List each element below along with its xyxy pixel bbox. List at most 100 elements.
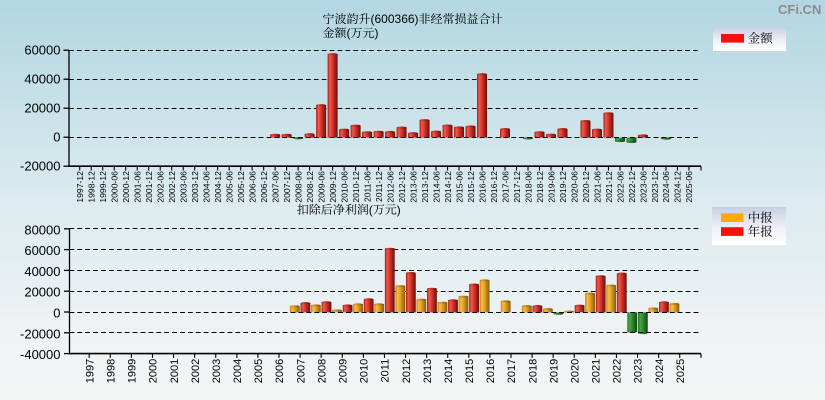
svg-text:2002-06: 2002-06	[156, 171, 166, 203]
svg-text:2005: 2005	[253, 359, 265, 383]
svg-text:2002: 2002	[190, 359, 202, 383]
svg-text:2005-06: 2005-06	[224, 171, 234, 203]
svg-text:2020: 2020	[569, 359, 581, 383]
svg-text:20000: 20000	[24, 101, 60, 116]
svg-text:2019-12: 2019-12	[558, 171, 568, 203]
svg-text:2010: 2010	[359, 359, 371, 383]
svg-text:2008-12: 2008-12	[305, 171, 315, 203]
svg-text:(: (	[369, 203, 373, 217]
svg-text:2007-06: 2007-06	[270, 171, 280, 203]
svg-text:2024: 2024	[654, 359, 666, 383]
svg-text:2007-12: 2007-12	[282, 171, 292, 203]
svg-text:2002-12: 2002-12	[167, 171, 177, 203]
svg-text:2000-12: 2000-12	[121, 171, 131, 203]
svg-text:2023: 2023	[633, 359, 645, 383]
svg-text:(600366): (600366)	[371, 12, 419, 26]
svg-text:2020-06: 2020-06	[569, 171, 579, 203]
svg-text:2010-06: 2010-06	[339, 171, 349, 203]
svg-text:2015-12: 2015-12	[466, 171, 476, 203]
svg-text:2011-12: 2011-12	[374, 171, 384, 202]
svg-text:2006-06: 2006-06	[247, 171, 257, 203]
svg-text:2006-12: 2006-12	[259, 171, 269, 203]
svg-text:2016: 2016	[485, 359, 497, 383]
svg-text:1997-12: 1997-12	[75, 171, 85, 203]
svg-text:40000: 40000	[24, 72, 60, 87]
svg-text:1997: 1997	[84, 359, 96, 383]
svg-text:2018-12: 2018-12	[535, 171, 545, 203]
svg-text:-20000: -20000	[20, 159, 60, 174]
svg-text:-40000: -40000	[20, 347, 60, 362]
svg-text:2014-12: 2014-12	[443, 171, 453, 203]
svg-text:60000: 60000	[24, 43, 60, 58]
svg-text:2013: 2013	[422, 359, 434, 383]
svg-text:2011-06: 2011-06	[362, 171, 372, 202]
svg-text:2008: 2008	[316, 359, 328, 383]
svg-text:2022-06: 2022-06	[615, 171, 625, 203]
svg-text:2015-06: 2015-06	[454, 171, 464, 203]
svg-text:2009-12: 2009-12	[328, 171, 338, 203]
svg-text:2012-12: 2012-12	[397, 171, 407, 203]
svg-text:2020-12: 2020-12	[581, 171, 591, 203]
svg-text:2023-06: 2023-06	[638, 171, 648, 203]
svg-text:2003: 2003	[211, 359, 223, 383]
svg-text:2023-12: 2023-12	[650, 171, 660, 203]
svg-text:2006: 2006	[274, 359, 286, 383]
svg-text:): )	[397, 203, 401, 217]
svg-text:2012: 2012	[401, 359, 413, 383]
svg-text:2017-06: 2017-06	[500, 171, 510, 203]
svg-text:2017: 2017	[506, 359, 518, 383]
svg-text:2021: 2021	[591, 359, 603, 383]
svg-text:2019-06: 2019-06	[546, 171, 556, 203]
svg-text:2022-12: 2022-12	[627, 171, 637, 203]
svg-text:1999-12: 1999-12	[98, 171, 108, 203]
svg-text:2011: 2011	[380, 359, 392, 383]
svg-text:-20000: -20000	[20, 326, 60, 341]
svg-text:2017-12: 2017-12	[512, 171, 522, 203]
svg-text:2021-12: 2021-12	[604, 171, 614, 203]
svg-text:2008-06: 2008-06	[293, 171, 303, 203]
svg-text:2004-12: 2004-12	[213, 171, 223, 203]
svg-text:2004-06: 2004-06	[201, 171, 211, 203]
svg-text:2013-06: 2013-06	[408, 171, 418, 203]
svg-text:2021-06: 2021-06	[592, 171, 602, 203]
svg-text:2024-06: 2024-06	[661, 171, 671, 203]
svg-text:1998-12: 1998-12	[87, 171, 97, 203]
svg-text:2025: 2025	[675, 359, 687, 383]
svg-text:2025-06: 2025-06	[684, 171, 694, 203]
svg-text:2005-12: 2005-12	[236, 171, 246, 203]
svg-text:40000: 40000	[24, 264, 60, 279]
svg-text:1998: 1998	[105, 359, 117, 383]
svg-text:80000: 80000	[24, 222, 60, 237]
svg-text:2024-12: 2024-12	[673, 171, 683, 203]
svg-text:0: 0	[53, 306, 60, 321]
svg-text:2012-06: 2012-06	[385, 171, 395, 203]
svg-text:2019: 2019	[548, 359, 560, 383]
svg-text:20000: 20000	[24, 285, 60, 300]
svg-text:2004: 2004	[232, 359, 244, 383]
svg-text:2018-06: 2018-06	[523, 171, 533, 203]
svg-text:2001: 2001	[169, 359, 181, 383]
svg-text:2001-06: 2001-06	[133, 171, 143, 203]
svg-text:2003-12: 2003-12	[190, 171, 200, 203]
svg-text:2007: 2007	[295, 359, 307, 383]
svg-text:2000: 2000	[148, 359, 160, 383]
svg-text:2013-12: 2013-12	[420, 171, 430, 203]
svg-text:(: (	[347, 26, 351, 40]
svg-text:2016-06: 2016-06	[477, 171, 487, 203]
svg-text:0: 0	[53, 130, 60, 145]
svg-text:2022: 2022	[612, 359, 624, 383]
svg-text:2009: 2009	[337, 359, 349, 383]
svg-text:2000-06: 2000-06	[110, 171, 120, 203]
svg-text:2010-12: 2010-12	[351, 171, 361, 203]
svg-text:CFi.CN: CFi.CN	[778, 2, 821, 17]
svg-text:2018: 2018	[527, 359, 539, 383]
svg-text:): )	[375, 26, 379, 40]
svg-text:2015: 2015	[464, 359, 476, 383]
svg-text:2009-06: 2009-06	[316, 171, 326, 203]
svg-text:2016-12: 2016-12	[489, 171, 499, 203]
svg-text:2003-06: 2003-06	[178, 171, 188, 203]
svg-text:2001-12: 2001-12	[144, 171, 154, 203]
svg-text:2014: 2014	[443, 359, 455, 383]
svg-text:1999: 1999	[127, 359, 139, 383]
svg-text:60000: 60000	[24, 243, 60, 258]
